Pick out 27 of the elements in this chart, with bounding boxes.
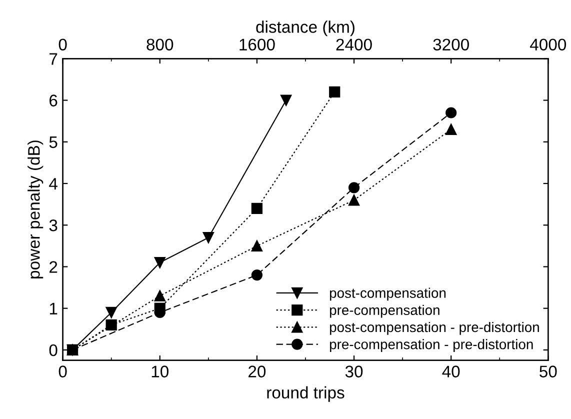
y-tick-label: 5 [49,136,58,148]
y-axis-title: power penalty (dB) [28,140,44,278]
x2-axis-title: distance (km) [256,20,354,36]
x2-tick-label: 0 [58,38,67,51]
x-tick-label: 0 [58,366,67,378]
x2-tick-label: 2400 [336,38,372,51]
x-tick-label: 30 [345,366,363,378]
x2-tick-label: 800 [146,38,174,51]
x-axis-title: round trips [267,386,344,402]
legend-label: post-compensation - pre-distortion [330,322,539,335]
y-tick-label: 6 [50,94,58,106]
y-tick-label: 3 [49,220,58,232]
legend-label: pre-compensation - pre-distortion [330,339,533,352]
y-tick-label: 4 [49,178,58,190]
x2-tick-label: 1600 [240,38,275,51]
y-tick-label: 7 [50,53,58,65]
x2-tick-label: 4000 [530,38,566,51]
y-tick-label: 1 [50,302,58,314]
y-tick-label: 0 [49,344,58,356]
legend-label: pre-compensation [330,304,440,318]
x-tick-label: 40 [442,366,460,378]
legend-label: post-compensation [330,288,446,301]
x-tick-label: 10 [152,366,168,378]
x2-tick-label: 3200 [433,38,469,51]
x-tick-label: 50 [540,366,557,378]
y-tick-label: 2 [50,261,58,273]
x-tick-label: 20 [248,366,266,378]
